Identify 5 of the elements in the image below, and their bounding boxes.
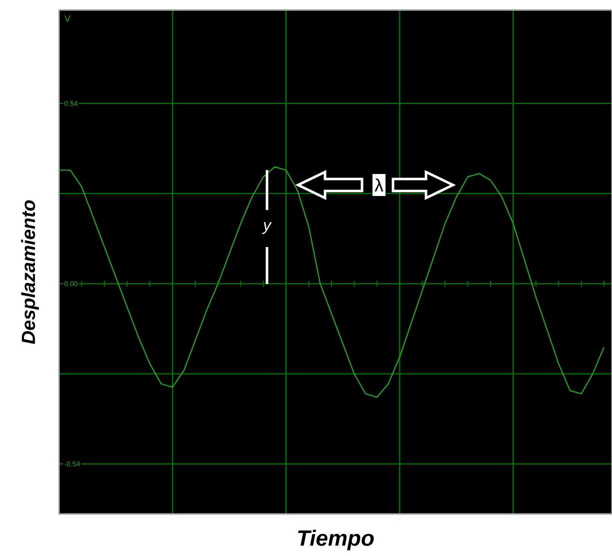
x-axis-title: Tiempo — [298, 530, 374, 550]
annotation: λ — [374, 178, 384, 192]
y-axis-title: Desplazamiento — [21, 200, 39, 344]
annotation: V — [64, 16, 70, 22]
annotation: y — [262, 222, 272, 234]
